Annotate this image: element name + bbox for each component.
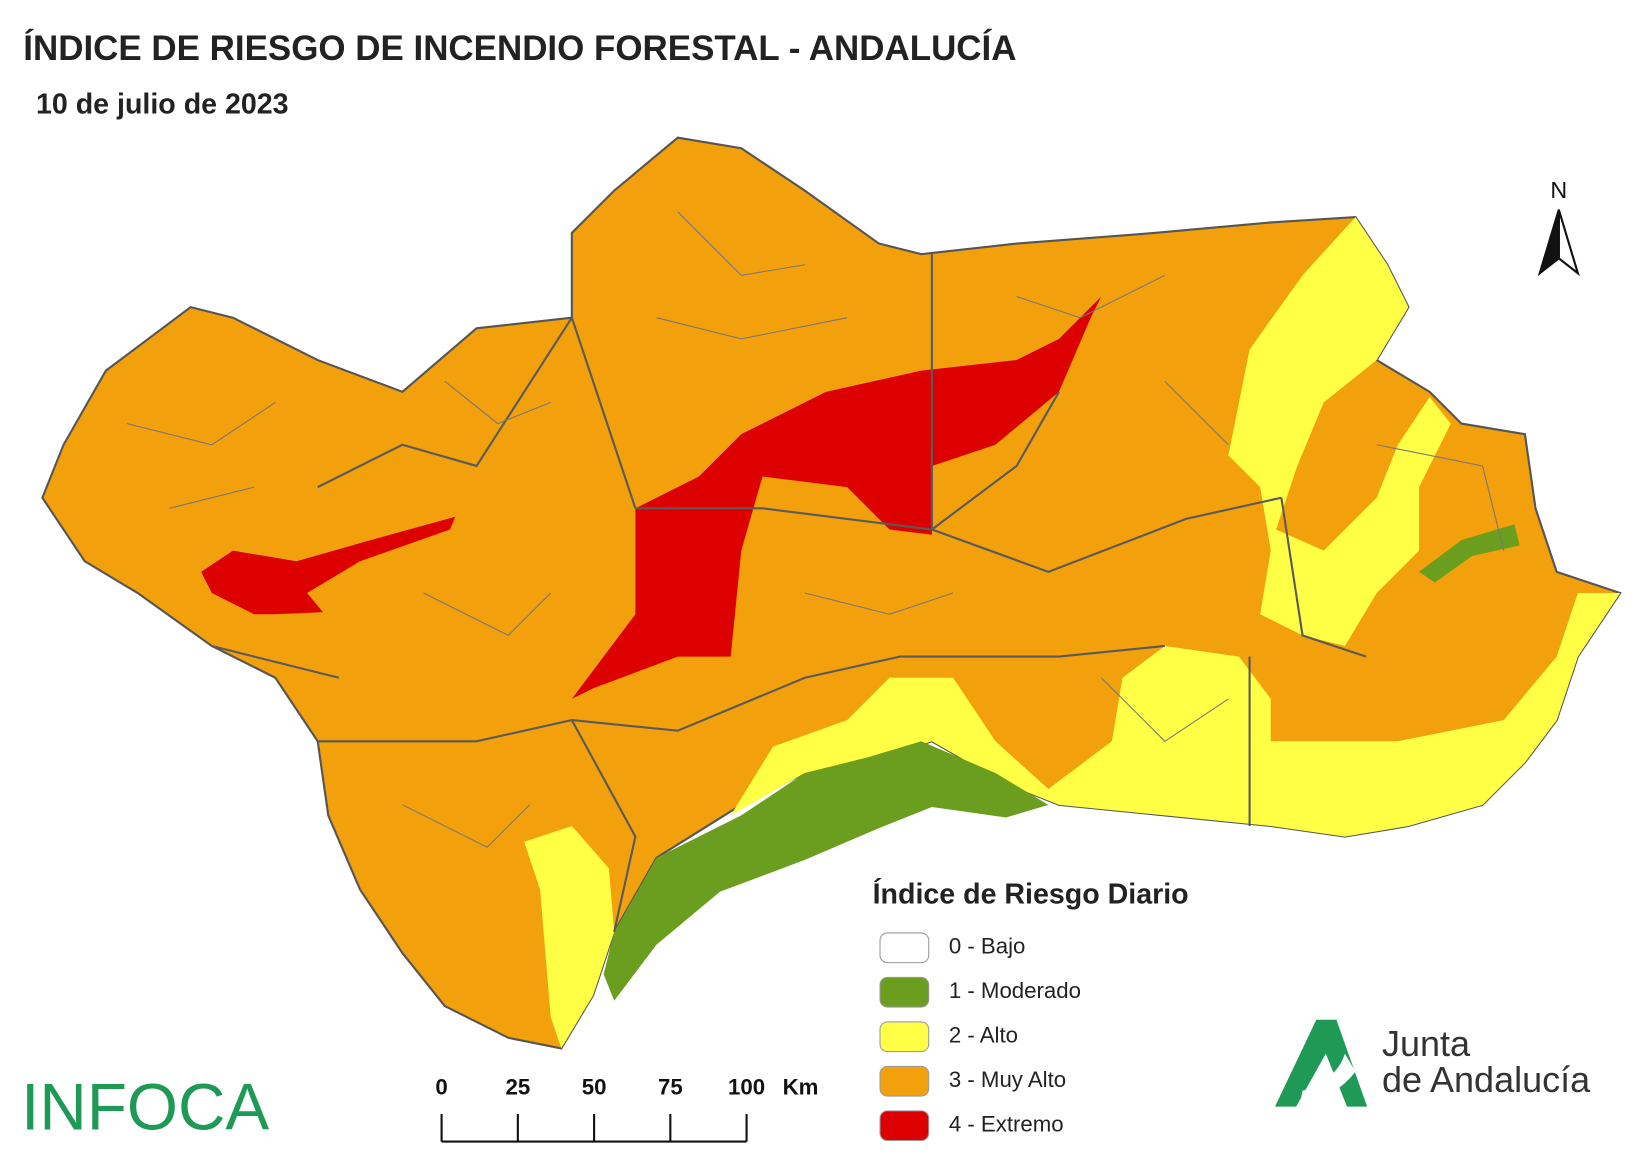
legend-label: 1 - Moderado: [949, 978, 1081, 1003]
title: ÍNDICE DE RIESGO DE INCENDIO FORESTAL - …: [23, 28, 1016, 68]
map: [41, 136, 1622, 1050]
legend-swatch: [879, 1021, 930, 1053]
legend-swatch: [879, 976, 930, 1008]
legend-label: 0 - Bajo: [949, 934, 1026, 959]
legend: Índice de Riesgo Diario 0 - Bajo 1 - Mode…: [873, 876, 1189, 1142]
scale-tick-label: 50: [582, 1075, 607, 1100]
legend-title: Índice de Riesgo Diario: [873, 876, 1189, 910]
legend-label: 3 - Muy Alto: [949, 1067, 1066, 1092]
scale-tick-label: 75: [658, 1075, 683, 1100]
junta-line1: Junta: [1382, 1023, 1471, 1064]
region-moderado: [603, 741, 1049, 1001]
legend-label: 4 - Extremo: [949, 1112, 1064, 1137]
date: 10 de julio de 2023: [36, 88, 289, 120]
region-moderado-east: [1419, 524, 1520, 583]
north-arrow: N: [1537, 177, 1580, 277]
legend-swatch: [879, 1065, 930, 1097]
scale-tick-label: 0: [435, 1075, 447, 1100]
legend-label: 2 - Alto: [949, 1023, 1018, 1048]
infoca-logo: INFOCA: [21, 1070, 269, 1143]
north-arrow-right: [1557, 209, 1580, 277]
province-borders: [211, 254, 1367, 933]
junta-logo: Junta de Andalucía: [1275, 1019, 1591, 1107]
scale-tick-label: 25: [505, 1075, 530, 1100]
junta-emblem-detail: [1300, 1053, 1356, 1102]
scale-bar: 0 25 50 75 100 Km: [435, 1075, 819, 1143]
scale-tick-label: 100: [728, 1075, 765, 1100]
north-arrow-left: [1537, 209, 1560, 277]
region-alto-south: [730, 593, 1621, 837]
region-extremo: [571, 296, 1102, 699]
region-alto-cadiz: [524, 826, 615, 1049]
municipal-borders: [126, 211, 1505, 848]
junta-line2: de Andalucía: [1382, 1059, 1591, 1100]
legend-swatch: [879, 932, 930, 964]
region-extremo-west: [201, 516, 456, 615]
region-alto-east: [1228, 217, 1451, 646]
north-label: N: [1550, 177, 1567, 203]
legend-swatch: [879, 1110, 930, 1142]
scale-unit: Km: [783, 1075, 819, 1100]
